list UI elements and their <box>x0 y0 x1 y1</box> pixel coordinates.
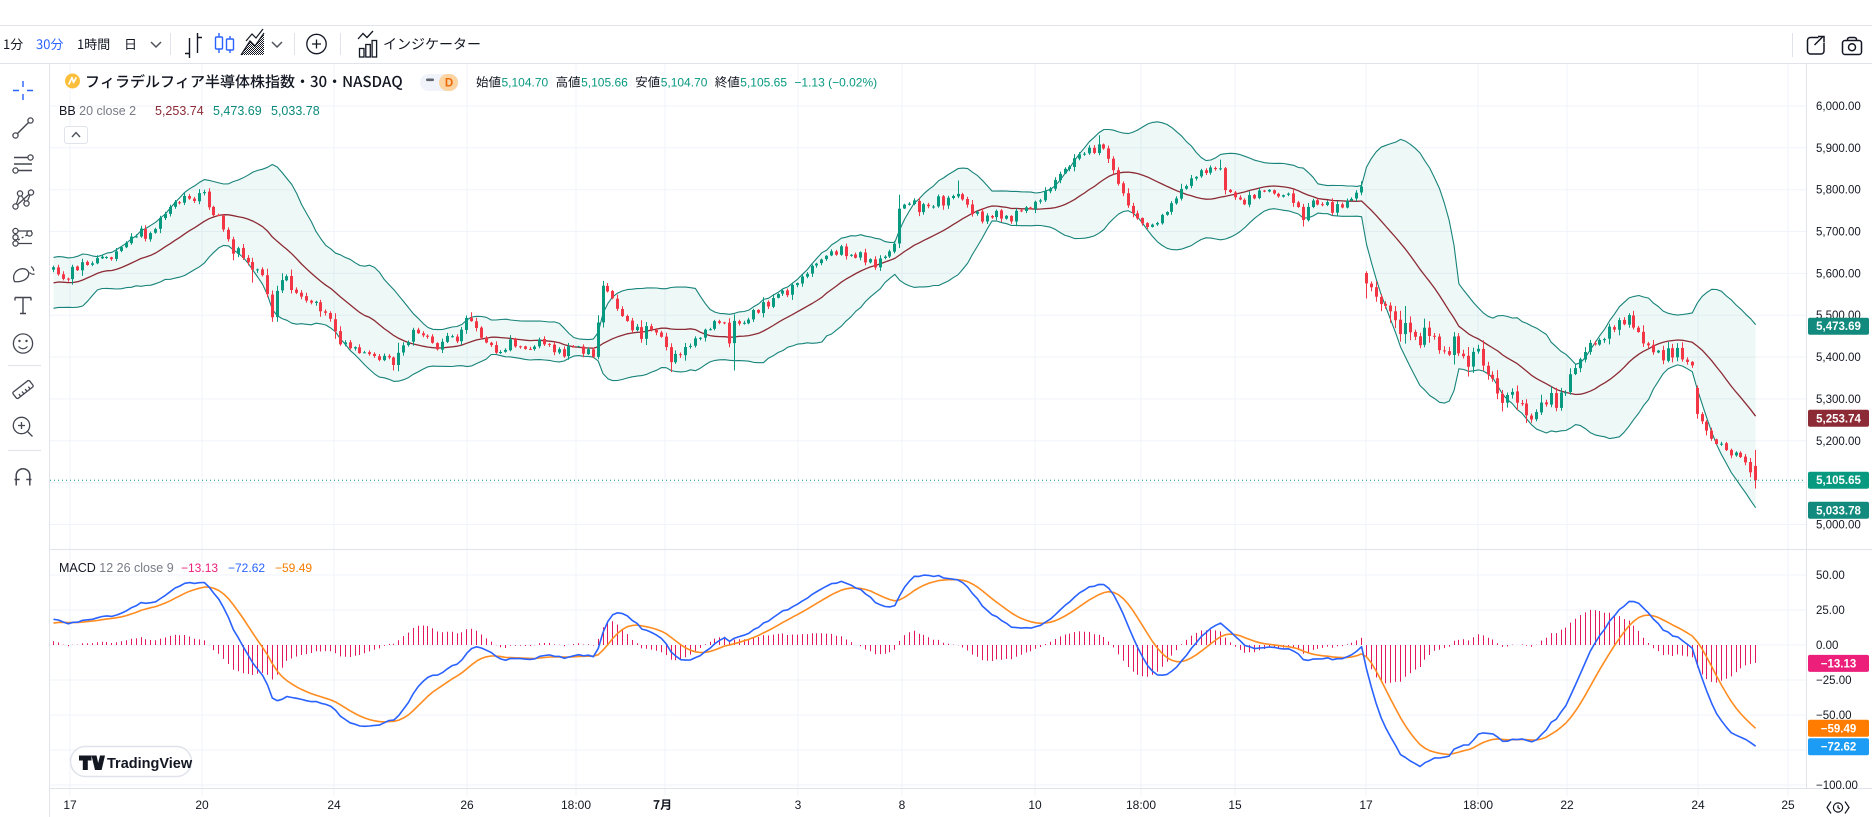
svg-text:−1.13 (−0.02%): −1.13 (−0.02%) <box>794 76 877 90</box>
svg-text:50.00: 50.00 <box>1816 570 1845 582</box>
svg-text:15: 15 <box>1228 798 1242 812</box>
svg-text:5,253.74: 5,253.74 <box>155 104 204 118</box>
svg-text:5,900.00: 5,900.00 <box>1816 143 1861 155</box>
svg-text:26: 26 <box>460 798 474 812</box>
svg-text:5,253.74: 5,253.74 <box>1816 413 1861 425</box>
svg-text:17: 17 <box>63 798 77 812</box>
svg-text:5,400.00: 5,400.00 <box>1816 352 1861 364</box>
svg-text:10: 10 <box>1028 798 1042 812</box>
svg-text:−72.62: −72.62 <box>228 561 265 575</box>
svg-text:24: 24 <box>1691 798 1705 812</box>
svg-text:−72.62: −72.62 <box>1821 742 1857 754</box>
svg-text:5,473.69: 5,473.69 <box>213 104 262 118</box>
svg-text:18:00: 18:00 <box>1126 798 1156 812</box>
svg-text:−25.00: −25.00 <box>1816 675 1852 687</box>
svg-text:5,105.66: 5,105.66 <box>581 76 628 90</box>
svg-text:5,300.00: 5,300.00 <box>1816 394 1861 406</box>
svg-text:MACD 12 26 close 9: MACD 12 26 close 9 <box>59 561 174 575</box>
svg-text:−50.00: −50.00 <box>1816 710 1852 722</box>
svg-text:5,600.00: 5,600.00 <box>1816 268 1861 280</box>
svg-text:−59.49: −59.49 <box>1821 723 1857 735</box>
svg-text:8: 8 <box>899 798 906 812</box>
svg-text:6,000.00: 6,000.00 <box>1816 101 1861 113</box>
svg-text:−13.13: −13.13 <box>1821 658 1857 670</box>
svg-text:5,104.70: 5,104.70 <box>502 76 549 90</box>
svg-text:−100.00: −100.00 <box>1816 780 1858 792</box>
svg-text:24: 24 <box>327 798 341 812</box>
svg-text:18:00: 18:00 <box>561 798 591 812</box>
svg-text:0.00: 0.00 <box>1816 640 1838 652</box>
svg-text:25: 25 <box>1781 798 1795 812</box>
svg-text:17: 17 <box>1359 798 1373 812</box>
svg-text:5,700.00: 5,700.00 <box>1816 227 1861 239</box>
svg-text:5,000.00: 5,000.00 <box>1816 520 1861 532</box>
svg-text:5,200.00: 5,200.00 <box>1816 436 1861 448</box>
svg-text:5,104.70: 5,104.70 <box>661 76 708 90</box>
svg-text:5,105.65: 5,105.65 <box>1816 475 1861 487</box>
svg-text:3: 3 <box>795 798 802 812</box>
svg-text:−13.13: −13.13 <box>181 561 218 575</box>
svg-text:18:00: 18:00 <box>1463 798 1493 812</box>
svg-text:22: 22 <box>1560 798 1574 812</box>
svg-text:20: 20 <box>195 798 209 812</box>
svg-text:25.00: 25.00 <box>1816 605 1845 617</box>
svg-text:5,473.69: 5,473.69 <box>1816 321 1861 333</box>
svg-text:−59.49: −59.49 <box>275 561 312 575</box>
svg-text:TradingView: TradingView <box>107 756 193 772</box>
svg-text:5,033.78: 5,033.78 <box>1816 505 1861 517</box>
svg-text:5,800.00: 5,800.00 <box>1816 185 1861 197</box>
svg-text:D: D <box>445 78 453 90</box>
svg-text:BB 20 close 2: BB 20 close 2 <box>59 104 136 118</box>
svg-text:5,105.65: 5,105.65 <box>740 76 787 90</box>
svg-text:5,033.78: 5,033.78 <box>271 104 320 118</box>
